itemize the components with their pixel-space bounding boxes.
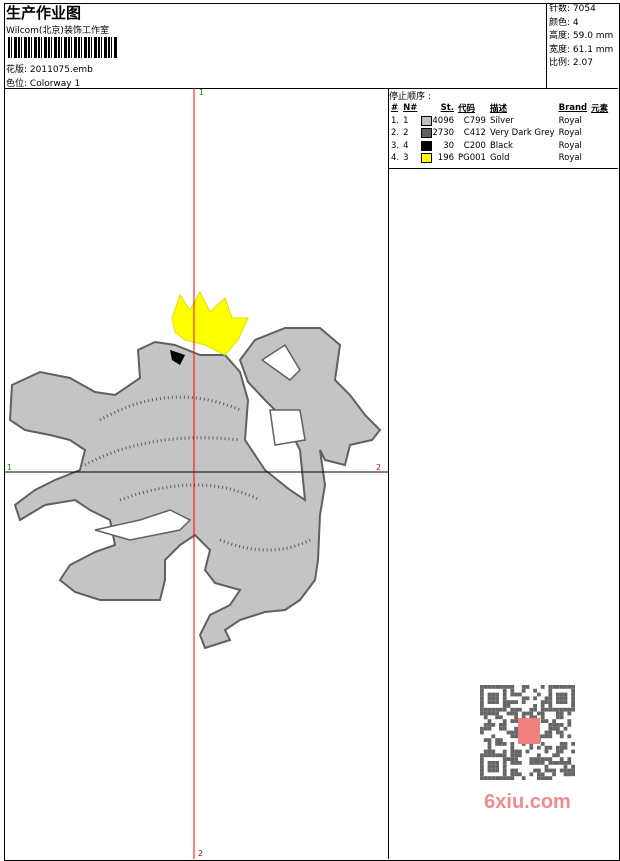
seal bbox=[518, 718, 540, 744]
row-index: 3. bbox=[391, 140, 400, 151]
stop-sequence-table: # N# St. 代码 描述 Brand 元素 1. 1 4096 C799 Silver Royal… bbox=[389, 102, 610, 165]
stitch-count: 30 bbox=[419, 140, 456, 153]
table-row: 4. 3 196 PG001 Gold Royal bbox=[389, 152, 610, 165]
color-swatch bbox=[421, 140, 433, 151]
axis-label-right: 2 bbox=[376, 463, 382, 472]
page-title: 生产作业图 bbox=[6, 4, 82, 22]
column-header: Brand bbox=[558, 103, 588, 114]
row-index: 1. bbox=[391, 115, 400, 126]
stitch-value: 30 bbox=[443, 140, 455, 151]
barcode bbox=[8, 37, 118, 58]
thread-description: Gold bbox=[489, 153, 510, 164]
thread-description: Black bbox=[489, 140, 513, 151]
thread-code: PG001 bbox=[458, 153, 486, 164]
needle-number: 1 bbox=[403, 115, 409, 126]
colorway-value: Colorway 1 bbox=[29, 79, 81, 89]
stitch-value: 2730 bbox=[432, 128, 455, 139]
color-swatch bbox=[421, 128, 433, 139]
needle-number: 4 bbox=[403, 140, 409, 151]
needle-number: 2 bbox=[403, 128, 409, 139]
thread-brand: Royal bbox=[558, 140, 582, 151]
table-row: 1. 1 4096 C799 Silver Royal bbox=[389, 115, 610, 128]
divider bbox=[388, 88, 389, 859]
thread-brand: Royal bbox=[558, 153, 582, 164]
design-file: 花版: 2011075.emb bbox=[6, 62, 93, 75]
thread-description: Very Dark Grey bbox=[489, 128, 555, 139]
thread-code: C412 bbox=[463, 128, 486, 139]
table-row: 2. 2 2730 C412 Very Dark Grey Royal bbox=[389, 127, 610, 140]
stitch-value: 196 bbox=[437, 153, 455, 164]
color-count: 颜色: 4 bbox=[549, 17, 579, 28]
crown bbox=[171, 290, 249, 356]
design-info: 针数: 7054 颜色: 4 高度: 59.0 mm 宽度: 61.1 mm 比… bbox=[546, 3, 619, 88]
header bbox=[4, 3, 618, 89]
thread-brand: Royal bbox=[558, 128, 582, 139]
qr-code bbox=[480, 685, 575, 780]
stop-sequence-panel: 停止顺序 : # N# St. 代码 描述 Brand 元素 1. 1 4096 C799 Silv… bbox=[389, 88, 618, 169]
lion-design bbox=[8, 290, 382, 650]
needle-number: 3 bbox=[403, 153, 409, 164]
column-header: St. bbox=[440, 103, 455, 114]
thread-code: C200 bbox=[463, 140, 486, 151]
column-header: 代码 bbox=[458, 104, 476, 115]
color-swatch bbox=[421, 153, 433, 164]
thread-description: Silver bbox=[489, 115, 514, 126]
design-width: 宽度: 61.1 mm bbox=[549, 44, 614, 55]
design-scale: 比例: 2.07 bbox=[549, 58, 593, 68]
row-index: 4. bbox=[391, 153, 400, 164]
axis-label-bottom: 2 bbox=[198, 849, 204, 858]
colorway-label: 色位: bbox=[6, 79, 28, 89]
stop-sequence-title: 停止顺序 : bbox=[389, 92, 431, 102]
axis-label-left: 1 bbox=[7, 463, 13, 472]
axis-label-top: 1 bbox=[199, 88, 205, 97]
column-header: N# bbox=[403, 103, 418, 114]
stitch-count: 针数: 7054 bbox=[549, 4, 596, 14]
watermark: 6xiu.com bbox=[470, 680, 585, 815]
thread-brand: Royal bbox=[558, 115, 582, 126]
column-header: 元素 bbox=[591, 104, 609, 115]
stitch-count: 2730 bbox=[419, 127, 456, 140]
company-name: Wilcom(北京)装饰工作室 bbox=[6, 26, 109, 36]
column-header: 描述 bbox=[489, 104, 507, 115]
design-value: 2011075.emb bbox=[29, 65, 93, 75]
color-swatch bbox=[421, 115, 433, 126]
colorway: 色位: Colorway 1 bbox=[6, 76, 80, 89]
lion-eye bbox=[170, 350, 185, 365]
design-label: 花版: bbox=[6, 65, 28, 75]
row-index: 2. bbox=[391, 128, 400, 139]
thread-code: C799 bbox=[463, 115, 486, 126]
stitch-value: 4096 bbox=[432, 115, 455, 126]
column-header: # bbox=[391, 103, 399, 114]
table-row: 3. 4 30 C200 Black Royal bbox=[389, 140, 610, 153]
design-height: 高度: 59.0 mm bbox=[549, 31, 614, 41]
stitch-count: 4096 bbox=[419, 115, 456, 128]
watermark-site: 6xiu.com bbox=[484, 791, 571, 813]
stitch-count: 196 bbox=[419, 152, 456, 165]
